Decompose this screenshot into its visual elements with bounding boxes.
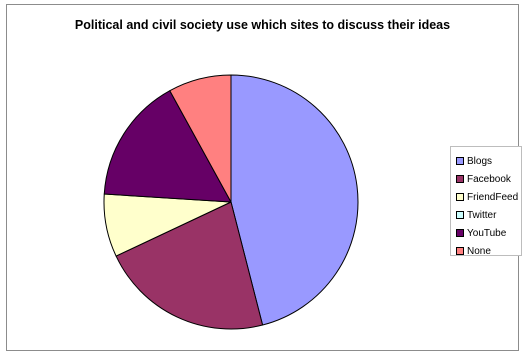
legend-swatch-friendfeed <box>456 193 464 201</box>
legend-label-none: None <box>467 245 491 257</box>
pie-slice-facebook <box>115 201 264 330</box>
legend-label-youtube: YouTube <box>467 227 507 239</box>
chart-title: Political and civil society use which si… <box>74 18 451 32</box>
legend-item-friendfeed: FriendFeed <box>456 188 521 206</box>
legend-swatch-blogs <box>456 157 464 165</box>
legend-label-facebook: Facebook <box>467 173 511 185</box>
legend-label-twitter: Twitter <box>467 209 497 221</box>
legend-swatch-twitter <box>456 211 464 219</box>
legend-item-twitter: Twitter <box>456 206 521 224</box>
legend-item-facebook: Facebook <box>456 170 521 188</box>
pie-slice-youtube <box>103 90 232 203</box>
legend-item-youtube: YouTube <box>456 224 521 242</box>
pie-slice-none <box>169 74 232 203</box>
chart-legend: Blogs Facebook FriendFeed Twitter YouTube Non… <box>450 146 522 257</box>
legend-swatch-none <box>456 247 464 255</box>
legend-swatch-facebook <box>456 175 464 183</box>
legend-item-blogs: Blogs <box>456 152 521 170</box>
legend-item-none: None <box>456 242 521 260</box>
legend-label-blogs: Blogs <box>467 155 493 167</box>
pie-slice-blogs <box>230 74 359 326</box>
legend-swatch-youtube <box>456 229 464 237</box>
legend-label-friendfeed: FriendFeed <box>467 191 519 203</box>
